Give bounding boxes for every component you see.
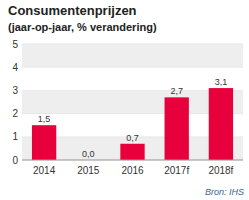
y-tick-label: 3 bbox=[12, 85, 18, 96]
chart-container: Consumentenprijzen (jaar-op-jaar, % veran… bbox=[0, 0, 249, 200]
bar bbox=[209, 88, 233, 160]
bars bbox=[32, 88, 233, 160]
grid-band bbox=[22, 67, 243, 90]
data-label: 1,5 bbox=[38, 114, 51, 124]
y-tick-label: 0 bbox=[12, 155, 18, 166]
grid-line bbox=[22, 160, 243, 161]
bar bbox=[32, 125, 56, 160]
y-tick-label: 1 bbox=[12, 131, 18, 142]
bar bbox=[165, 97, 189, 160]
y-axis: 0 1 2 3 4 5 bbox=[12, 39, 18, 166]
grid-line bbox=[22, 67, 243, 68]
grid-line bbox=[22, 44, 243, 45]
data-labels: 1,5 0,0 0,7 2,7 3,1 bbox=[38, 77, 227, 159]
x-tick-label: 2016 bbox=[121, 165, 144, 176]
y-tick-label: 5 bbox=[12, 39, 18, 50]
x-axis-line bbox=[22, 160, 243, 161]
data-label: 0,0 bbox=[82, 149, 95, 159]
grid bbox=[22, 44, 243, 160]
data-label: 2,7 bbox=[170, 86, 183, 96]
subtitle: (jaar-op-jaar, % verandering) bbox=[8, 21, 157, 33]
data-label: 0,7 bbox=[126, 133, 139, 143]
chart-svg: Consumentenprijzen (jaar-op-jaar, % veran… bbox=[0, 0, 249, 200]
y-tick-label: 2 bbox=[12, 108, 18, 119]
bar bbox=[120, 144, 144, 160]
x-tick-label: 2015 bbox=[77, 165, 100, 176]
x-axis: 2014 2015 2016 2017f 2018f bbox=[33, 165, 234, 176]
x-tick-label: 2014 bbox=[33, 165, 56, 176]
y-tick-label: 4 bbox=[12, 62, 18, 73]
source-note: Bron: IHS bbox=[205, 187, 244, 197]
x-tick-label: 2018f bbox=[208, 165, 233, 176]
title: Consumentenprijzen bbox=[8, 3, 137, 18]
x-tick-label: 2017f bbox=[164, 165, 189, 176]
grid-band bbox=[22, 44, 243, 67]
data-label: 3,1 bbox=[215, 77, 228, 87]
